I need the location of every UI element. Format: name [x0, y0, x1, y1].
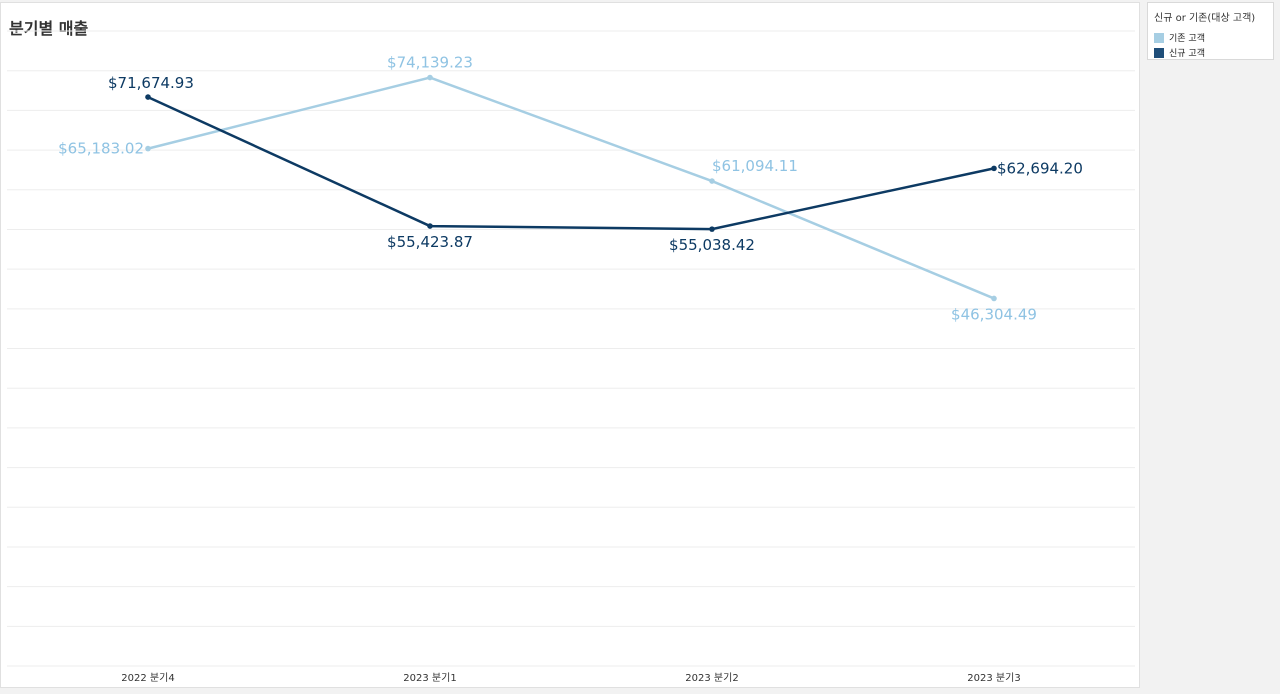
- legend-swatch-new: [1154, 47, 1164, 58]
- data-label: $74,139.23: [387, 54, 473, 72]
- legend-item-new[interactable]: 신규 고객: [1154, 45, 1273, 60]
- legend-label-new: 신규 고객: [1169, 49, 1205, 59]
- data-label: $71,674.93: [108, 74, 194, 92]
- x-tick-label: 2022 분기4: [121, 672, 174, 684]
- data-point: [427, 223, 433, 229]
- data-point: [709, 226, 715, 232]
- x-tick-label: 2023 분기2: [685, 672, 738, 684]
- data-point: [991, 295, 997, 302]
- data-point: [709, 178, 715, 184]
- data-point: [991, 165, 997, 172]
- x-tick-label: 2023 분기1: [403, 672, 456, 684]
- line-chart: 2022 분기4 2023 분기1 2023 분기2 2023 분기3 $65,183.…: [7, 30, 1135, 684]
- legend: 신규 or 기존(대상 고객) 기존 고객 신규 고객: [1147, 2, 1274, 60]
- series-line-new: [147, 95, 995, 231]
- data-point: [145, 145, 151, 152]
- data-label: $46,304.49: [951, 305, 1037, 323]
- data-label: $65,183.02: [58, 140, 144, 158]
- x-tick-label: 2023 분기3: [967, 672, 1020, 684]
- chart-title: 분기별 매출: [9, 19, 89, 38]
- data-point: [427, 74, 433, 81]
- data-label: $55,038.42: [669, 236, 755, 254]
- legend-swatch-existing: [1154, 32, 1164, 43]
- series-line-existing: [147, 76, 995, 300]
- legend-title: 신규 or 기존(대상 고객): [1154, 13, 1256, 24]
- chart-panel: 분기별 매출 2022 분기4 2023 분기1 2023 분기2 2023 분기3 $…: [0, 2, 1140, 688]
- data-label: $62,694.20: [997, 159, 1083, 177]
- data-point: [145, 94, 151, 100]
- legend-label-existing: 기존 고객: [1169, 34, 1205, 44]
- data-label: $61,094.11: [712, 157, 798, 175]
- legend-item-existing[interactable]: 기존 고객: [1154, 30, 1273, 45]
- data-label: $55,423.87: [387, 233, 473, 251]
